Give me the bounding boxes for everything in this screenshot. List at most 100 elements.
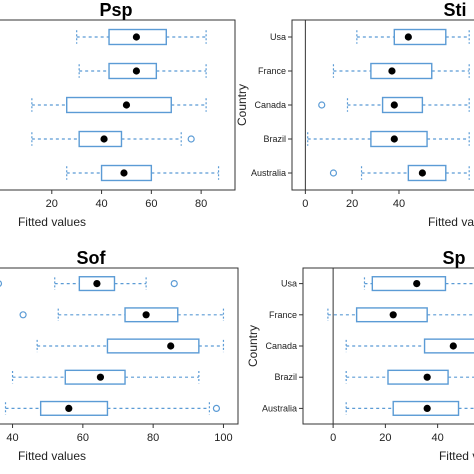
outlier-point (0, 280, 3, 287)
panel-sti: Sti 0 20 40 Fitted values Country Usa France Can… (235, 0, 474, 229)
box-iqr (407, 164, 447, 182)
box-canada (318, 96, 470, 114)
x-tick-label: 0 (330, 432, 336, 444)
box-iqr (423, 338, 474, 354)
y-axis-label: Country (235, 84, 249, 126)
box-canada (36, 338, 225, 354)
box-iqr (64, 369, 126, 385)
x-tick-label: 40 (393, 198, 405, 210)
box-iqr (370, 130, 428, 148)
y-axis-label: Country (246, 325, 260, 367)
mean-dot (388, 67, 396, 75)
x-tick-label: 80 (195, 198, 207, 210)
x-axis-label: Fitted values (18, 449, 86, 463)
box-iqr (39, 400, 109, 416)
panel-psp: Psp 20 40 60 80 Fitted values (0, 0, 236, 229)
mean-dot (418, 169, 426, 177)
x-axis-label: Fitted values (18, 215, 86, 229)
category-label: Brazil (274, 372, 297, 382)
x-tick-label: 100 (214, 432, 232, 444)
x-tick-label: 40 (6, 432, 18, 444)
x-tick-label: 0 (302, 198, 308, 210)
outlier-point (170, 280, 178, 288)
category-label: Australia (251, 168, 286, 178)
mean-dot (100, 135, 108, 143)
outlier-point (187, 135, 195, 143)
box-france (19, 307, 225, 323)
mean-dot (390, 135, 398, 143)
box-brazil (307, 130, 470, 148)
panel-title: Sti (443, 0, 466, 20)
outlier-point (19, 311, 27, 319)
mean-dot (120, 169, 128, 177)
box-australia (66, 164, 220, 182)
category-label: Canada (254, 100, 286, 110)
box-canada (31, 96, 207, 114)
outlier-point (329, 169, 338, 177)
box-france (78, 62, 207, 80)
category-label: Usa (270, 32, 286, 42)
category-label: Usa (281, 279, 297, 289)
panel-sp: Sp 0 20 40 Fitted values Country Usa France Cana… (246, 248, 474, 463)
x-tick-label: 40 (95, 198, 107, 210)
x-tick-label: 80 (147, 432, 159, 444)
panel-frame (0, 267, 239, 425)
x-tick-label: 60 (145, 198, 157, 210)
category-label: France (258, 66, 286, 76)
box-iqr (108, 62, 158, 80)
box-australia (4, 400, 221, 416)
box-usa (356, 28, 470, 46)
mean-dot (132, 67, 141, 75)
box-iqr (66, 96, 172, 114)
panel-frame (0, 19, 236, 191)
outlier-point (212, 404, 221, 412)
mean-dot (142, 311, 150, 319)
panel-title: Sof (77, 248, 107, 268)
x-tick-label: 40 (432, 432, 444, 444)
x-tick-label: 20 (346, 198, 358, 210)
mean-dot (390, 101, 398, 109)
box-brazil (11, 369, 200, 385)
outlier-point (318, 101, 326, 109)
mean-dot (96, 373, 105, 381)
mean-dot (167, 342, 175, 350)
box-iqr (393, 28, 447, 46)
box-iqr (381, 96, 424, 114)
mean-dot (65, 404, 73, 412)
box-brazil (31, 130, 195, 148)
panel-title: Psp (99, 0, 132, 20)
box-france (332, 62, 470, 80)
box-canada (345, 338, 474, 354)
box-iqr (387, 369, 449, 385)
box-iqr (106, 338, 200, 354)
category-label: Australia (262, 403, 297, 413)
x-tick-label: 20 (379, 432, 391, 444)
category-label: Brazil (263, 134, 286, 144)
box-france (327, 307, 474, 323)
box-iqr (124, 307, 179, 323)
mean-dot (413, 280, 421, 288)
mean-dot (389, 311, 397, 319)
category-label: Canada (265, 341, 297, 351)
x-tick-label: 60 (77, 432, 89, 444)
box-usa (76, 28, 207, 46)
box-usa (0, 276, 178, 292)
box-brazil (345, 369, 474, 385)
mean-dot (93, 280, 101, 288)
category-label: France (269, 310, 297, 320)
box-iqr (78, 130, 123, 148)
box-iqr (371, 276, 447, 292)
mean-dot (423, 404, 431, 412)
panel-sof: Sof 40 60 80 100 Fitted values (0, 248, 239, 463)
mean-dot (423, 373, 431, 381)
box-iqr (370, 62, 433, 80)
mean-dot (404, 33, 412, 41)
mean-dot (132, 33, 141, 41)
panel-title: Sp (442, 248, 465, 268)
mean-dot (449, 342, 457, 350)
box-australia (345, 400, 474, 416)
mean-dot (122, 101, 131, 109)
box-usa (363, 276, 474, 292)
x-tick-label: 20 (46, 198, 58, 210)
